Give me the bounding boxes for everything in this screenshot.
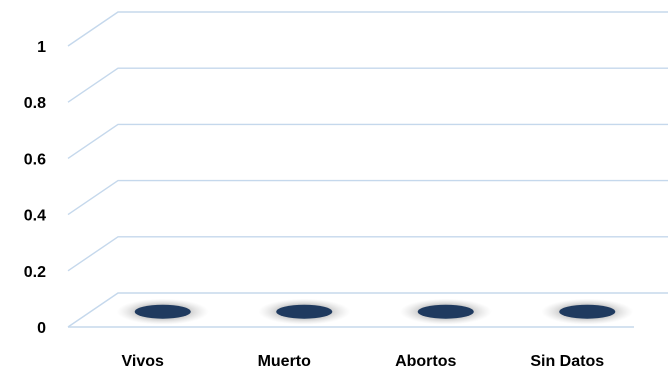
y-tick-label: 1 <box>37 39 46 56</box>
gridlines <box>67 11 668 328</box>
x-category-label: Abortos <box>395 353 456 370</box>
gridline <box>67 179 668 216</box>
gridline <box>67 292 668 328</box>
x-category-label: Vivos <box>122 353 165 370</box>
x-category-label: Muerto <box>258 353 312 370</box>
y-tick-label: 0.6 <box>24 151 46 168</box>
x-category-label: Sin Datos <box>530 353 604 370</box>
bar <box>276 304 333 319</box>
bar <box>134 304 191 319</box>
gridline <box>67 236 668 272</box>
y-tick-label: 0.8 <box>24 95 46 112</box>
gridline <box>67 67 668 103</box>
y-tick-label: 0.2 <box>24 264 46 281</box>
y-axis: 0 0.2 0.4 0.6 0.8 1 <box>24 39 46 337</box>
gridline <box>67 11 668 47</box>
bar <box>417 304 474 319</box>
bars <box>116 298 634 325</box>
bar <box>559 304 616 319</box>
y-tick-label: 0 <box>37 320 46 337</box>
y-tick-label: 0.4 <box>24 208 46 225</box>
x-axis: Vivos Muerto Abortos Sin Datos <box>122 353 605 370</box>
gridline <box>67 123 668 159</box>
